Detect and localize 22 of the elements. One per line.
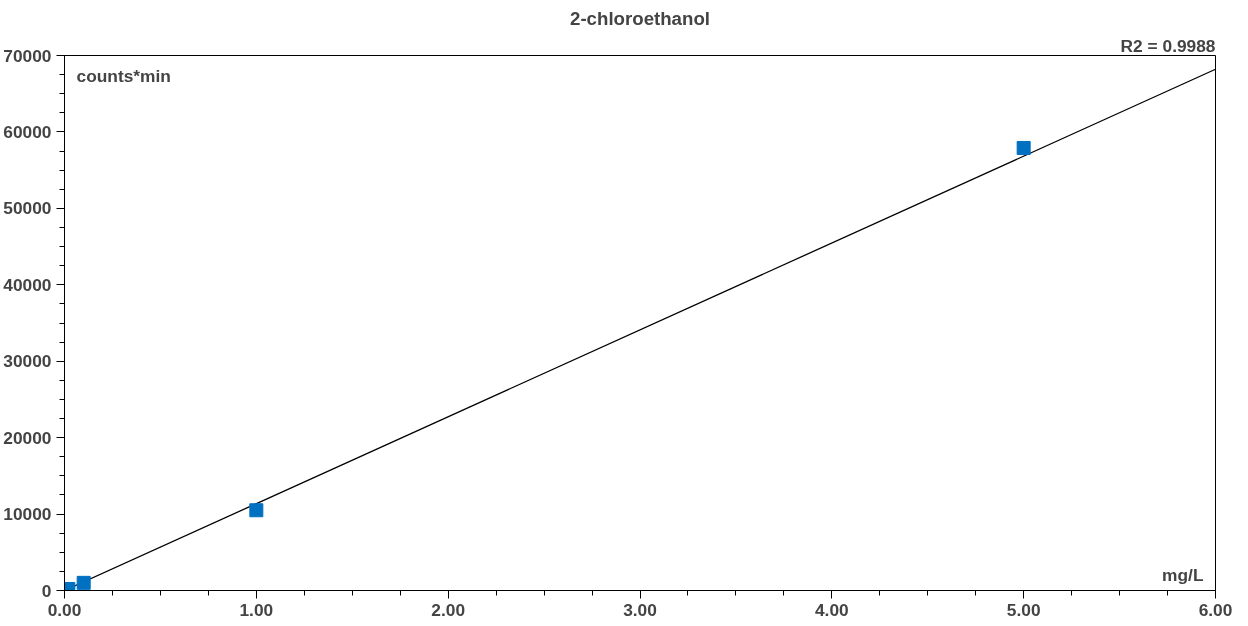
y-tick-label: 30000: [3, 351, 52, 372]
x-tick-label: 3.00: [623, 599, 657, 620]
point: [249, 503, 264, 518]
y-tick-label: 20000: [3, 427, 52, 448]
y-tick-label: 0: [41, 580, 52, 601]
x-tick-label: 0.00: [47, 599, 82, 620]
y-tick-label: 70000: [3, 45, 52, 66]
annotation: R2 = 0.9988: [1120, 35, 1216, 56]
x-tick-label: 4.00: [814, 599, 849, 620]
chart-title: 2-chloroethanol: [570, 7, 710, 29]
x-tick-label: 1.00: [239, 599, 274, 620]
x-tick-label: 5.00: [1006, 599, 1041, 620]
y-tick-label: 40000: [3, 274, 52, 295]
x-axis-title: mg/L: [1162, 564, 1204, 585]
x-tick-label: 2.00: [431, 599, 466, 620]
y-tick-label: 50000: [3, 198, 52, 219]
x-tick-label: 6.00: [1198, 599, 1233, 620]
point: [76, 575, 91, 590]
y-axis-title: counts*min: [76, 65, 171, 86]
y-tick-label: 60000: [3, 121, 52, 142]
point: [1016, 140, 1031, 155]
y-tick-label: 10000: [3, 504, 52, 525]
